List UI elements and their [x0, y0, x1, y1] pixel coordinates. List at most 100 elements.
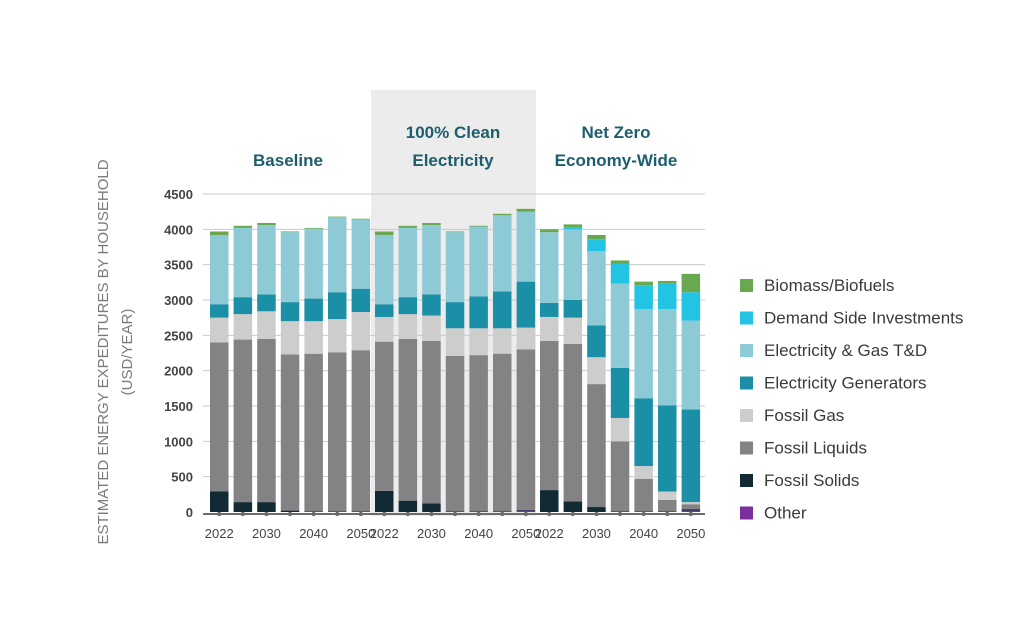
bar-segment — [658, 499, 677, 512]
axis-dot — [594, 511, 599, 517]
legend-label: Fossil Gas — [764, 406, 844, 425]
bar-segment — [398, 297, 418, 315]
bar-segment — [469, 328, 488, 356]
bar-segment — [681, 320, 701, 410]
legend-label: Biomass/Biofuels — [764, 276, 894, 295]
bar-segment — [563, 229, 583, 300]
x-tick-label: 2030 — [417, 526, 446, 541]
scenario-label: Baseline — [253, 151, 323, 170]
bar-segment — [375, 234, 394, 305]
bar-segment — [493, 328, 512, 354]
bar-segment — [540, 316, 559, 341]
bar-segment — [233, 502, 253, 512]
legend-swatch — [740, 376, 753, 390]
axis-dot — [452, 511, 458, 517]
bar-segment — [610, 283, 630, 368]
bar-segment — [587, 251, 606, 326]
bar-segment — [210, 231, 229, 235]
bar-segment — [233, 339, 253, 503]
bar-segment — [257, 225, 276, 295]
bar-segment — [610, 263, 630, 284]
bar-segment — [587, 384, 606, 508]
bar-segment — [516, 281, 536, 328]
bar-segment — [658, 491, 677, 500]
bar-segment — [634, 511, 653, 512]
axis-dot — [617, 511, 623, 517]
bar-segment — [469, 225, 488, 227]
bar-segment — [328, 216, 347, 218]
bar-segment — [445, 232, 465, 303]
bar-segment — [210, 342, 229, 492]
y-tick-label: 2000 — [164, 364, 193, 379]
bar-segment — [233, 227, 253, 298]
bar-segment — [658, 405, 677, 492]
bar-segment — [587, 325, 606, 358]
bar-segment — [516, 211, 536, 282]
bar-segment — [563, 317, 583, 344]
bar-segment — [469, 511, 488, 512]
bar-segment — [280, 510, 300, 512]
axis-dot — [382, 511, 387, 517]
bar-segment — [610, 441, 630, 512]
y-tick-label: 2500 — [164, 328, 193, 343]
bar-segment — [398, 500, 418, 512]
bar-segment — [634, 285, 653, 310]
bar-segment — [210, 304, 229, 318]
bar-segment — [445, 328, 465, 356]
scenario-label: Electricity — [412, 151, 494, 170]
bar-segment — [681, 292, 701, 321]
x-tick-label: 2040 — [299, 526, 328, 541]
bar-segment — [610, 367, 630, 419]
x-tick-label: 2050 — [346, 526, 375, 541]
bar-segment — [493, 291, 512, 329]
bar-segment — [375, 231, 394, 235]
bar-segment — [610, 511, 630, 512]
bar-segment — [445, 302, 465, 329]
axis-dot — [358, 511, 364, 517]
y-tick-label: 3500 — [164, 258, 193, 273]
bar-segment — [681, 273, 701, 293]
bar-segment — [563, 227, 583, 230]
legend-label: Other — [764, 504, 807, 523]
bar-segment — [304, 511, 323, 512]
bar-segment — [634, 398, 653, 467]
bar-segment — [681, 509, 701, 511]
bar-segment — [398, 338, 418, 501]
scenario-label: Economy-Wide — [555, 151, 678, 170]
axes: 0 500 1000 1500 2000 2500 3000 3500 4000 4500 2022… — [164, 187, 705, 541]
axis-dot — [287, 511, 293, 517]
bar-segment — [210, 491, 229, 512]
legend-swatch — [740, 441, 753, 455]
scenario-labels: Baseline 100% Clean Electricity Net Zero Eco… — [253, 123, 677, 170]
bar-segment — [540, 490, 559, 512]
bar-segment — [398, 314, 418, 339]
bar-segment — [398, 227, 418, 298]
bar-segment — [610, 260, 630, 264]
legend-label: Fossil Liquids — [764, 439, 867, 458]
bar-segment — [233, 314, 253, 340]
x-tick-label: 2030 — [252, 526, 281, 541]
bar-segment — [210, 317, 229, 343]
y-tick-label: 500 — [171, 470, 193, 485]
bar-segment — [280, 232, 300, 303]
bar-segment — [375, 341, 394, 491]
bar-segment — [375, 304, 394, 317]
bar-segment — [422, 340, 441, 504]
legend-label: Electricity & Gas T&D — [764, 341, 927, 360]
bar-segment — [658, 283, 677, 310]
bar-segment — [351, 218, 371, 220]
axis-dot — [547, 511, 552, 517]
bar-segment — [634, 309, 653, 399]
bar-segment — [681, 409, 701, 503]
axis-dot — [311, 511, 316, 517]
legend-swatch — [740, 409, 753, 422]
bar-segment — [257, 294, 276, 312]
bar-segment — [210, 234, 229, 305]
bar-segment — [351, 219, 371, 289]
bar-segment — [681, 510, 701, 512]
bar-segment — [280, 321, 300, 355]
bar-segment — [493, 353, 512, 512]
scenario-label: Net Zero — [582, 123, 651, 142]
y-tick-label: 0 — [186, 505, 193, 520]
